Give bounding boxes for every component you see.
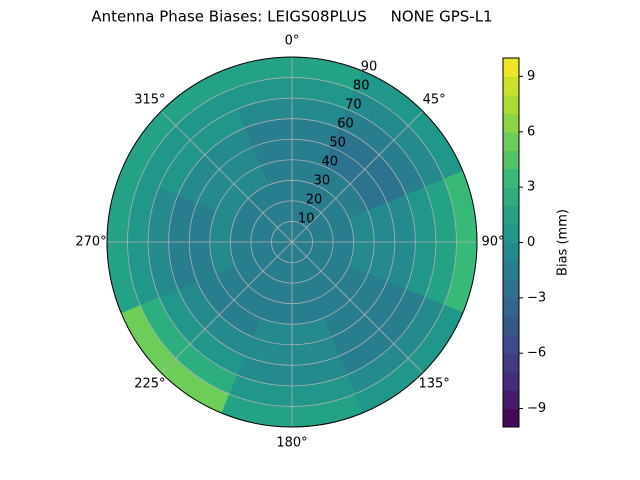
- colorbar-tick-label: 3: [527, 180, 535, 195]
- grid-spoke: [291, 110, 424, 243]
- colorbar-level: [503, 76, 519, 96]
- colorbar-level: [503, 94, 519, 114]
- theta-tick-label: 90°: [481, 235, 504, 250]
- r-tick-label: 20: [306, 193, 323, 208]
- theta-tick-label: 45°: [423, 92, 446, 107]
- colorbar-level: [503, 316, 519, 336]
- colorbar-label: Bias (mm): [556, 209, 571, 276]
- colorbar-level: [503, 205, 519, 225]
- r-tick-label: 10: [298, 212, 315, 227]
- colorbar-level: [503, 242, 519, 262]
- colorbar-level: [503, 353, 519, 373]
- colorbar-tick-label: −3: [527, 290, 546, 305]
- r-tick-label: 40: [321, 155, 338, 170]
- r-tick-label: 80: [353, 79, 370, 94]
- colorbar-tick-label: 0: [527, 235, 535, 250]
- colorbar-level: [503, 408, 519, 428]
- colorbar-level: [503, 260, 519, 280]
- r-tick-label: 50: [329, 136, 346, 151]
- colorbar-level: [503, 371, 519, 391]
- grid-spoke: [160, 110, 293, 243]
- grid-spoke: [291, 241, 424, 374]
- colorbar-level: [503, 58, 519, 77]
- colorbar-level: [503, 113, 519, 133]
- colorbar-tick-label: 9: [527, 69, 535, 84]
- colorbar-level: [503, 150, 519, 170]
- colorbar-level: [503, 334, 519, 354]
- colorbar-level: [503, 168, 519, 188]
- colorbar-level: [503, 390, 519, 410]
- theta-tick-label: 225°: [134, 377, 165, 392]
- colorbar-level: [503, 279, 519, 299]
- r-tick-label: 60: [337, 117, 354, 132]
- theta-tick-label: 0°: [285, 34, 300, 49]
- colorbar-level: [503, 224, 519, 243]
- chart-title: Antenna Phase Biases: LEIGS08PLUS NONE G…: [91, 8, 492, 26]
- colorbar-tick-label: 6: [527, 124, 535, 139]
- theta-tick-label: 270°: [75, 235, 106, 250]
- colorbar-level: [503, 297, 519, 317]
- colorbar-tick-label: −6: [527, 346, 546, 361]
- theta-tick-label: 180°: [276, 436, 307, 451]
- r-tick-label: 30: [314, 174, 331, 189]
- theta-tick-label: 315°: [134, 92, 165, 107]
- colorbar-level: [503, 187, 519, 207]
- r-tick-label: 70: [345, 98, 362, 113]
- r-tick-label: 90: [361, 60, 378, 75]
- colorbar-tick-label: −9: [527, 401, 546, 416]
- polar-frame: [106, 56, 478, 428]
- grid-spoke: [160, 241, 293, 374]
- colorbar-level: [503, 131, 519, 151]
- theta-tick-label: 135°: [418, 377, 449, 392]
